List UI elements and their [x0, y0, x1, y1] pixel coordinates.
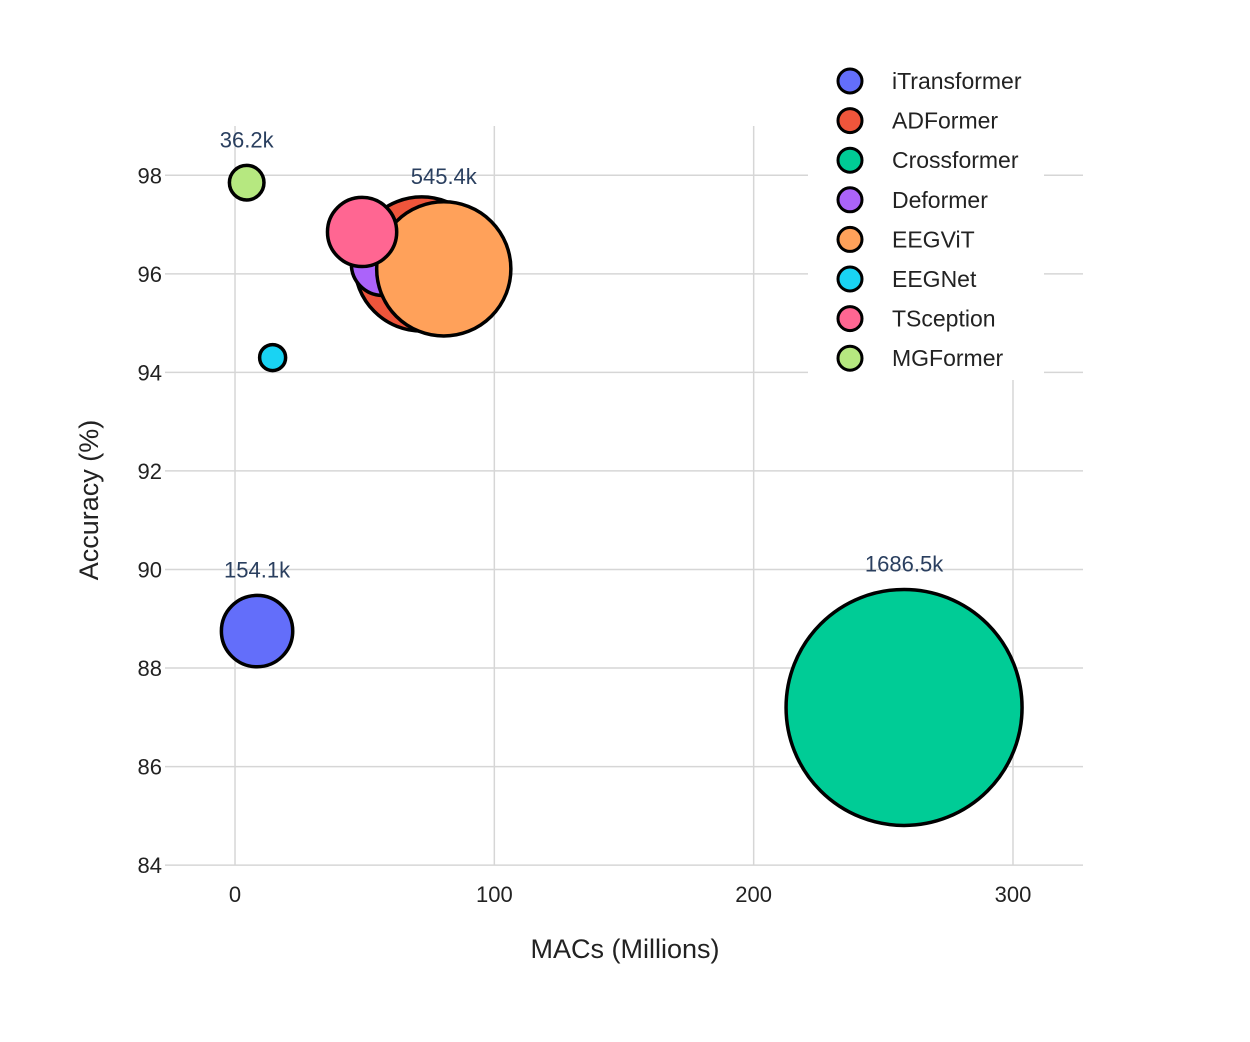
legend-background — [808, 58, 1044, 380]
y-tick-label: 96 — [138, 262, 162, 287]
data-labels: 154.1k 1686.5k 545.4k 36.2k — [220, 127, 944, 582]
bubbles — [219, 163, 1024, 828]
bubble-itransformer — [219, 593, 295, 669]
x-axis-title: MACs (Millions) — [531, 934, 720, 964]
y-axis-title: Accuracy (%) — [74, 420, 104, 581]
y-tick-label: 84 — [138, 853, 162, 878]
y-tick-label: 94 — [138, 360, 162, 385]
x-tick-label: 0 — [229, 882, 241, 907]
x-tick-label: 200 — [735, 882, 772, 907]
y-tick-label: 88 — [138, 656, 162, 681]
legend-label-mgformer: MGFormer — [892, 345, 1004, 371]
x-tick-label: 100 — [476, 882, 513, 907]
data-label-mgformer: 36.2k — [220, 127, 275, 152]
legend-label-adformer: ADFormer — [892, 108, 998, 134]
legend-marker-adformer — [836, 107, 864, 135]
legend-marker-itransformer — [836, 67, 864, 95]
legend-marker-eegnet — [836, 265, 864, 293]
data-label-itransformer: 154.1k — [224, 557, 291, 582]
data-label-eegvit: 545.4k — [411, 164, 478, 189]
legend-marker-eegvit — [836, 225, 864, 253]
x-tick-label: 300 — [995, 882, 1032, 907]
bubble-eegvit — [374, 200, 513, 338]
legend-label-itransformer: iTransformer — [892, 68, 1022, 94]
legend-marker-tsception — [836, 305, 864, 333]
legend: iTransformer ADFormer Crossformer Deformer E… — [808, 58, 1044, 380]
legend-label-deformer: Deformer — [892, 187, 988, 213]
legend-label-eegvit: EEGViT — [892, 226, 975, 252]
bubble-tsception — [325, 195, 399, 269]
legend-marker-deformer — [836, 186, 864, 214]
bubble-mgformer — [227, 163, 266, 202]
data-label-crossformer: 1686.5k — [865, 551, 944, 576]
y-tick-label: 92 — [138, 459, 162, 484]
axis-ticks: 84 86 88 90 92 94 96 98 0 100 200 300 — [138, 163, 1032, 907]
legend-label-eegnet: EEGNet — [892, 266, 977, 292]
bubble-eegnet — [257, 342, 288, 373]
y-tick-label: 98 — [138, 163, 162, 188]
y-tick-label: 86 — [138, 755, 162, 780]
legend-marker-mgformer — [836, 344, 864, 372]
y-tick-label: 90 — [138, 557, 162, 582]
legend-label-crossformer: Crossformer — [892, 147, 1019, 173]
bubble-crossformer — [784, 587, 1024, 828]
legend-marker-crossformer — [836, 146, 864, 174]
legend-label-tsception: TSception — [892, 306, 996, 332]
